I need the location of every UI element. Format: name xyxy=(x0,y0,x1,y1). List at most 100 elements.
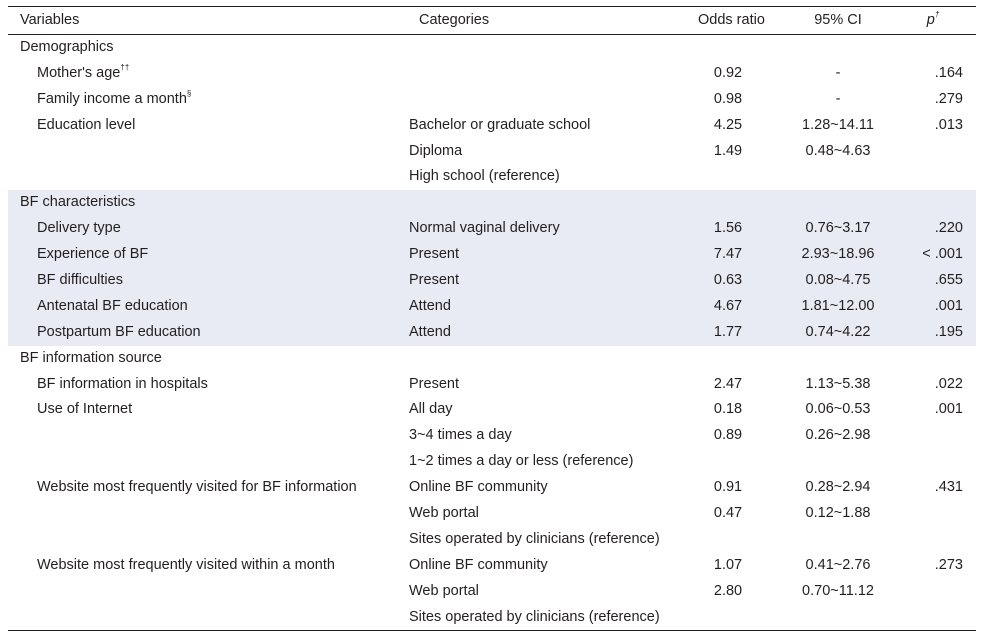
ci-cell: 0.12~1.88 xyxy=(805,505,871,522)
table-row: Web portal 2.80 0.70~11.12 xyxy=(8,579,976,605)
ci-cell: 2.93~18.96 xyxy=(801,246,875,263)
variable-cell: BF information source xyxy=(20,346,162,372)
odds-ratio-cell: 0.89 xyxy=(713,427,743,444)
odds-ratio-cell: 2.80 xyxy=(713,582,743,599)
variable-text: BF information in hospitals xyxy=(37,375,208,392)
p-value-cell: < .001 xyxy=(922,246,963,263)
category-cell: 3~4 times a day xyxy=(409,427,512,444)
odds-ratio-cell: 0.98 xyxy=(713,90,743,107)
odds-ratio-cell: 1.07 xyxy=(713,556,743,573)
table-row: Experience of BF Present 7.47 2.93~18.96 < .… xyxy=(8,242,976,269)
ci-cell: 0.70~11.12 xyxy=(802,582,874,599)
variable-text: Antenatal BF education xyxy=(37,297,188,314)
odds-ratio-cell: 1.49 xyxy=(713,142,743,159)
variable-text: Use of Internet xyxy=(37,401,133,418)
table-body: Demographics Mother's age†† 0.92 - .164 Famil… xyxy=(8,35,976,630)
category-cell: Online BF community xyxy=(409,556,548,573)
p-value-cell: .273 xyxy=(934,556,963,573)
odds-ratio-cell: 4.67 xyxy=(713,297,743,314)
variable-cell: Website most frequently visited for BF i… xyxy=(37,475,357,501)
p-value-cell: .195 xyxy=(934,323,963,340)
footnote-mark: § xyxy=(186,88,192,98)
variable-text: Website most frequently visited within a… xyxy=(37,556,335,573)
variable-cell: Demographics xyxy=(20,35,114,61)
p-value-cell: .022 xyxy=(934,375,963,392)
p-value-cell: .220 xyxy=(934,220,963,237)
table-row: Website most frequently visited within a… xyxy=(8,553,976,579)
table-row: Antenatal BF education Attend 4.67 1.81~12.… xyxy=(8,293,976,320)
variable-cell: BF information in hospitals xyxy=(37,372,208,398)
variable-text: Demographics xyxy=(20,39,114,55)
category-cell: Bachelor or graduate school xyxy=(409,116,591,133)
table-row: Delivery type Normal vaginal delivery 1.56… xyxy=(8,216,976,243)
ci-cell: 1.13~5.38 xyxy=(805,375,871,392)
results-table: Variables Categories Odds ratio 95% CI p… xyxy=(8,6,976,632)
table-row: 1~2 times a day or less (reference) xyxy=(8,449,976,475)
variable-text: Website most frequently visited for BF i… xyxy=(37,479,357,496)
ci-cell: - xyxy=(835,64,841,81)
table-row: Postpartum BF education Attend 1.77 0.74~4.… xyxy=(8,319,976,346)
variable-cell: Mother's age†† xyxy=(37,61,129,87)
header-rule xyxy=(8,34,976,35)
variable-text: Postpartum BF education xyxy=(37,323,201,340)
header-variables: Variables xyxy=(20,12,80,28)
table-row: Diploma 1.49 0.48~4.63 xyxy=(8,139,976,165)
ci-cell: 1.28~14.11 xyxy=(802,116,874,133)
category-cell: Attend xyxy=(409,297,451,314)
odds-ratio-cell: 1.56 xyxy=(713,220,743,237)
variable-cell: Website most frequently visited within a… xyxy=(37,553,335,579)
top-rule xyxy=(8,6,976,7)
category-cell: Sites operated by clinicians (reference) xyxy=(409,530,660,547)
category-cell: Web portal xyxy=(409,582,479,599)
ci-cell: 0.76~3.17 xyxy=(805,220,871,237)
section-row: Demographics xyxy=(8,35,976,61)
table-row: Sites operated by clinicians (reference) xyxy=(8,527,976,553)
ci-cell: 0.06~0.53 xyxy=(805,401,871,418)
p-value-cell: .001 xyxy=(934,297,963,314)
table-row: BF difficulties Present 0.63 0.08~4.75 .655 xyxy=(8,268,976,294)
table-row: BF information in hospitals Present 2.47 1.… xyxy=(8,372,976,398)
odds-ratio-cell: 2.47 xyxy=(713,375,743,392)
category-cell: Diploma xyxy=(409,142,463,159)
odds-ratio-cell: 0.47 xyxy=(713,505,743,522)
category-cell: Online BF community xyxy=(409,479,548,496)
ci-cell: - xyxy=(835,90,841,107)
category-cell: Web portal xyxy=(409,505,479,522)
table-row: Sites operated by clinicians (reference) xyxy=(8,605,976,631)
odds-ratio-cell: 0.63 xyxy=(713,272,743,289)
variable-cell: Delivery type xyxy=(37,216,121,242)
category-cell: All day xyxy=(409,401,453,418)
p-value-cell: .279 xyxy=(934,90,963,107)
variable-text: Education level xyxy=(37,116,136,133)
header-p: p† xyxy=(913,7,953,34)
category-cell: Sites operated by clinicians (reference) xyxy=(409,608,660,625)
odds-ratio-cell: 7.47 xyxy=(713,246,743,263)
variable-text: Mother's age xyxy=(37,64,121,81)
category-cell: Present xyxy=(409,375,459,392)
table-row: High school (reference) xyxy=(8,164,976,190)
table-row: Family income a month§ 0.98 - .279 xyxy=(8,87,976,113)
table-row: 3~4 times a day 0.89 0.26~2.98 xyxy=(8,423,976,449)
header-p-mark: † xyxy=(934,10,940,20)
variable-text: Family income a month xyxy=(37,90,187,107)
variable-cell: Postpartum BF education xyxy=(37,320,201,346)
ci-cell: 0.48~4.63 xyxy=(805,142,871,159)
table-row: Mother's age†† 0.92 - .164 xyxy=(8,61,976,87)
odds-ratio-cell: 0.92 xyxy=(713,64,743,81)
odds-ratio-cell: 1.77 xyxy=(713,323,743,340)
table-row: Web portal 0.47 0.12~1.88 xyxy=(8,501,976,527)
table-row: Use of Internet All day 0.18 0.06~0.53 .001 xyxy=(8,397,976,423)
category-cell: High school (reference) xyxy=(409,168,560,185)
variable-text: BF information source xyxy=(20,349,162,366)
variable-cell: Education level xyxy=(37,113,135,139)
odds-ratio-cell: 0.18 xyxy=(713,401,743,418)
odds-ratio-cell: 4.25 xyxy=(713,116,743,133)
odds-ratio-cell: 0.91 xyxy=(713,479,743,496)
section-row: BF characteristics xyxy=(8,190,976,217)
header-odds-ratio: Odds ratio xyxy=(698,12,765,28)
ci-cell: 0.26~2.98 xyxy=(805,427,871,444)
header-p-letter: p xyxy=(926,12,935,28)
category-cell: Present xyxy=(409,246,459,263)
variable-text: BF characteristics xyxy=(20,194,136,211)
category-cell: Present xyxy=(409,272,459,289)
